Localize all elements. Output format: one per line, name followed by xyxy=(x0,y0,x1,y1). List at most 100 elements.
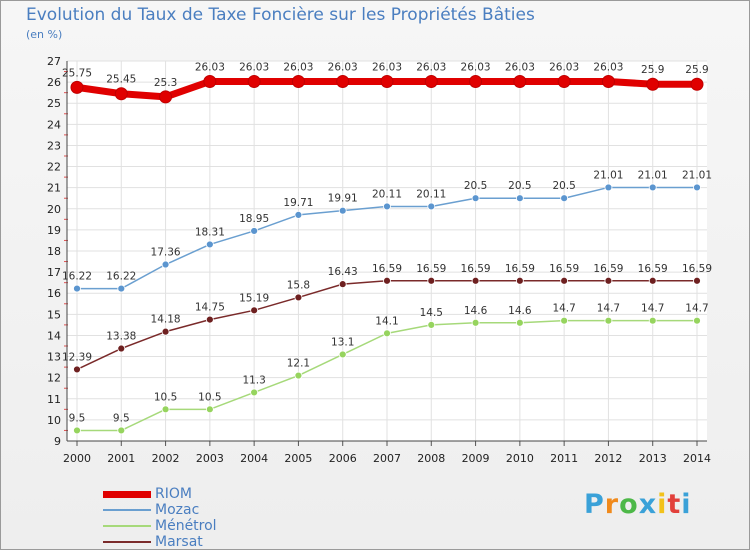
y-tick-label: 17 xyxy=(47,266,61,279)
data-label: 13.38 xyxy=(106,331,136,343)
data-label: 17.36 xyxy=(151,247,181,259)
data-point xyxy=(250,388,259,397)
legend-item: Mozac xyxy=(103,502,217,518)
data-label: 26.03 xyxy=(195,61,225,73)
data-point xyxy=(383,329,391,338)
data-point xyxy=(648,316,657,325)
x-tick-label: 2004 xyxy=(240,452,268,465)
data-point xyxy=(690,77,704,91)
data-label: 16.22 xyxy=(62,271,92,283)
data-point xyxy=(424,74,438,88)
data-point xyxy=(336,74,350,88)
data-label: 20.11 xyxy=(372,188,402,200)
data-label: 14.6 xyxy=(508,305,532,317)
logo-letter: o xyxy=(619,489,639,520)
data-label: 16.59 xyxy=(682,263,712,275)
data-label: 25.75 xyxy=(62,67,92,79)
logo-letter: r xyxy=(604,489,620,520)
y-tick-label: 11 xyxy=(47,393,61,406)
data-point xyxy=(117,284,126,293)
data-label: 21.01 xyxy=(638,169,668,181)
data-label: 15.8 xyxy=(287,279,310,291)
legend-swatch xyxy=(103,509,151,511)
data-point xyxy=(560,276,569,285)
data-label: 26.03 xyxy=(372,61,402,73)
logo-letter: i xyxy=(681,489,692,520)
data-label: 11.3 xyxy=(242,374,265,386)
data-point xyxy=(648,183,657,192)
logo-letter: i xyxy=(657,489,668,520)
data-label: 12.1 xyxy=(287,358,310,370)
data-point xyxy=(73,365,81,374)
data-label: 26.03 xyxy=(239,61,269,73)
x-tick-label: 2011 xyxy=(550,452,578,465)
data-point xyxy=(203,74,217,88)
x-tick-label: 2008 xyxy=(417,452,445,465)
data-point xyxy=(117,344,126,353)
data-label: 14.7 xyxy=(597,303,620,315)
y-tick-label: 20 xyxy=(47,203,61,216)
data-label: 16.59 xyxy=(416,263,446,275)
x-tick-label: 2014 xyxy=(683,452,711,465)
data-label: 14.75 xyxy=(195,302,225,314)
data-point xyxy=(205,405,214,414)
y-tick-label: 19 xyxy=(47,224,61,237)
data-point xyxy=(338,350,347,359)
data-label: 14.6 xyxy=(464,305,488,317)
data-label: 20.5 xyxy=(552,180,575,192)
data-label: 20.5 xyxy=(508,180,531,192)
logo-letter: x xyxy=(638,489,658,520)
y-tick-label: 22 xyxy=(47,161,61,174)
data-label: 9.5 xyxy=(69,412,86,424)
x-tick-label: 2007 xyxy=(373,452,401,465)
legend-label: RIOM xyxy=(155,486,192,502)
data-label: 26.03 xyxy=(461,61,491,73)
data-point xyxy=(338,206,347,215)
legend-swatch xyxy=(103,525,151,527)
data-point xyxy=(601,74,615,88)
x-tick-label: 2005 xyxy=(284,452,312,465)
legend: RIOM Mozac Ménétrol Marsat xyxy=(103,486,217,550)
data-point xyxy=(73,426,81,435)
data-label: 26.03 xyxy=(549,61,579,73)
data-point xyxy=(648,276,657,285)
data-point xyxy=(117,426,126,435)
data-point xyxy=(205,240,214,249)
data-label: 21.01 xyxy=(593,169,623,181)
data-point xyxy=(646,77,660,91)
data-label: 25.3 xyxy=(154,77,177,89)
data-label: 16.59 xyxy=(593,263,623,275)
data-point xyxy=(560,194,569,203)
data-point xyxy=(604,276,613,285)
legend-label: Ménétrol xyxy=(155,518,217,534)
x-tick-label: 2003 xyxy=(196,452,224,465)
y-tick-label: 14 xyxy=(47,329,61,342)
data-point xyxy=(427,276,436,285)
data-point xyxy=(161,260,170,269)
data-label: 25.9 xyxy=(641,64,664,76)
data-label: 26.03 xyxy=(505,61,535,73)
legend-label: Marsat xyxy=(155,534,203,550)
data-point xyxy=(114,87,128,101)
data-label: 25.45 xyxy=(106,74,136,86)
x-tick-label: 2009 xyxy=(462,452,490,465)
x-tick-label: 2012 xyxy=(594,452,622,465)
data-label: 14.1 xyxy=(375,315,398,327)
data-label: 25.9 xyxy=(685,64,708,76)
data-label: 14.7 xyxy=(685,303,708,315)
y-tick-label: 23 xyxy=(47,139,61,152)
data-label: 10.5 xyxy=(198,391,221,403)
logo-letter: P xyxy=(584,489,605,520)
y-tick-label: 18 xyxy=(47,245,61,258)
data-point xyxy=(294,371,303,380)
y-tick-label: 16 xyxy=(47,287,61,300)
y-tick-label: 25 xyxy=(47,97,61,110)
data-point xyxy=(515,276,524,285)
x-tick-label: 2010 xyxy=(506,452,534,465)
legend-item: RIOM xyxy=(103,486,217,502)
data-point xyxy=(515,194,524,203)
data-point xyxy=(471,194,480,203)
data-point xyxy=(693,276,701,285)
